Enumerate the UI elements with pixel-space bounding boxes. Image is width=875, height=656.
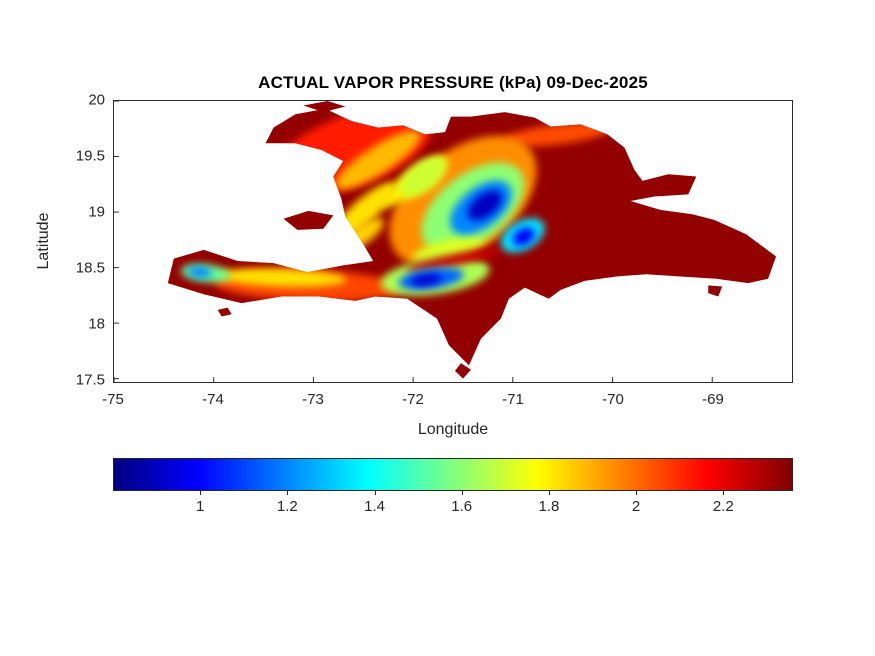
- colorbar-tick-label: 1: [196, 498, 205, 515]
- colorbar: [113, 458, 793, 491]
- vapor-anomaly-region: [413, 236, 483, 261]
- y-tick-label: 17.5: [75, 371, 105, 389]
- colorbar-tick-mark: [461, 491, 463, 495]
- vapor-anomaly-region: [187, 266, 212, 278]
- vapor-anomaly-region: [512, 227, 535, 246]
- y-tick-label: 20: [88, 91, 105, 109]
- vapor-anomaly-region: [399, 156, 447, 198]
- colorbar-tick-mark: [548, 491, 550, 495]
- x-tick-label: -75: [102, 391, 124, 408]
- vapor-pressure-heatmap: [114, 101, 777, 382]
- y-tick-label: 19.5: [75, 147, 105, 165]
- x-axis-label: Longitude: [417, 421, 489, 438]
- vapor-anomaly-region: [410, 273, 442, 286]
- x-tick-label: -74: [202, 391, 224, 408]
- x-tick-label: -70: [602, 391, 624, 408]
- x-tick-label: -69: [702, 391, 724, 408]
- y-tick-label: 19: [88, 203, 105, 221]
- vapor-anomaly-region: [467, 190, 503, 221]
- chart-title: ACTUAL VAPOR PRESSURE (kPa) 09-Dec-2025: [258, 73, 648, 92]
- y-tick-label: 18: [88, 315, 105, 333]
- colorbar-tick-label: 1.4: [364, 498, 385, 515]
- vapor-anomaly-region: [503, 122, 613, 147]
- vapor-anomaly-region: [335, 130, 421, 190]
- x-tick-label: -73: [302, 391, 324, 408]
- map-plot-area: [113, 100, 793, 383]
- colorbar-tick-label: 1.6: [451, 498, 473, 515]
- colorbar-tick-mark: [200, 491, 202, 495]
- colorbar-tick-mark: [374, 491, 376, 495]
- x-tick-label: -72: [402, 391, 424, 408]
- colorbar-tick-label: 2.2: [712, 498, 734, 515]
- vapor-anomaly-region: [216, 268, 347, 287]
- colorbar-tick-mark: [287, 491, 289, 495]
- x-tick-label: -71: [502, 391, 524, 408]
- colorbar-tick-label: 1.8: [538, 498, 560, 515]
- y-axis-label: Latitude: [35, 212, 52, 270]
- vapor-anomaly-region: [406, 248, 504, 272]
- colorbar-tick-mark: [636, 491, 638, 495]
- colorbar-tick-mark: [723, 491, 725, 495]
- colorbar-tick-label: 2: [631, 498, 641, 515]
- colorbar-tick-label: 1.2: [276, 498, 298, 515]
- y-tick-label: 18.5: [75, 259, 105, 277]
